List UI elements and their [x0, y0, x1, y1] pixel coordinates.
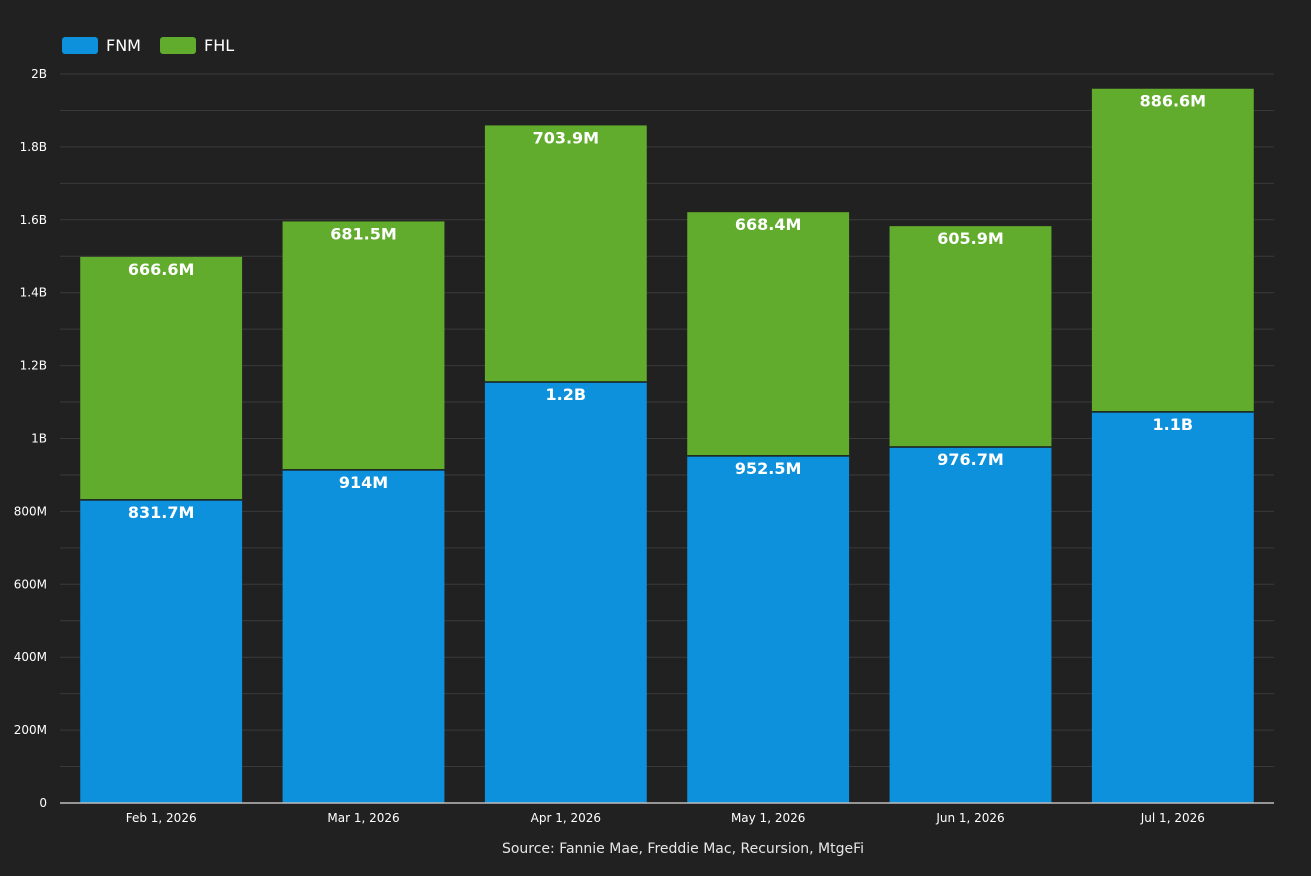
data-label-fnm: 976.7M — [937, 450, 1004, 469]
bar-fnm-3 — [687, 455, 850, 803]
data-label-fhl: 886.6M — [1140, 92, 1207, 111]
legend-label-fhl: FHL — [204, 36, 234, 55]
y-axis: 0 200M 400M 600M 800M 1B 1.2B 1.4B 1.6B 1.8B 2B — [14, 67, 47, 810]
bar-fhl-5 — [1091, 88, 1254, 412]
data-label-fhl: 666.6M — [128, 260, 195, 279]
gridlines — [60, 73, 1274, 768]
x-tick-label: Jun 1, 2026 — [935, 811, 1004, 825]
data-label-fhl: 605.9M — [937, 229, 1004, 248]
data-label-fhl: 681.5M — [330, 224, 397, 243]
bar-fhl-1 — [282, 221, 445, 470]
y-tick-label: 600M — [14, 577, 47, 591]
y-tick-label: 800M — [14, 504, 47, 518]
y-tick-label: 1.4B — [20, 286, 47, 300]
data-label-fnm: 831.7M — [128, 503, 195, 522]
source-note: Source: Fannie Mae, Freddie Mac, Recursi… — [502, 841, 864, 857]
bar-fnm-0 — [80, 499, 243, 803]
x-tick-label: Jul 1, 2026 — [1140, 811, 1205, 825]
bar-fhl-2 — [484, 125, 647, 383]
x-tick-label: Mar 1, 2026 — [327, 811, 399, 825]
x-tick-label: May 1, 2026 — [731, 811, 805, 825]
bar-fnm-1 — [282, 469, 445, 803]
legend-swatch-fnm — [62, 37, 98, 54]
bar-fnm-5 — [1091, 411, 1254, 803]
y-tick-label: 1.2B — [20, 359, 47, 373]
x-tick-label: Apr 1, 2026 — [531, 811, 601, 825]
bar-fhl-3 — [687, 212, 850, 456]
y-tick-label: 1.8B — [20, 140, 47, 154]
x-axis: Feb 1, 2026 Mar 1, 2026 Apr 1, 2026 May 1, … — [60, 802, 1274, 825]
y-tick-label: 2B — [31, 67, 47, 81]
y-tick-label: 200M — [14, 723, 47, 737]
bar-fhl-4 — [889, 226, 1052, 447]
bars — [80, 88, 1254, 803]
y-tick-label: 1.6B — [20, 213, 47, 227]
bar-fnm-4 — [889, 446, 1052, 803]
y-tick-label: 0 — [39, 796, 47, 810]
y-tick-label: 1B — [31, 432, 47, 446]
bar-fnm-2 — [484, 382, 647, 803]
y-tick-label: 400M — [14, 650, 47, 664]
legend: FNM FHL — [62, 36, 234, 55]
legend-swatch-fhl — [160, 37, 196, 54]
data-label-fnm: 914M — [339, 473, 388, 492]
data-label-fhl: 668.4M — [735, 215, 802, 234]
data-labels: 831.7M 666.6M 914M 681.5M 1.2B 703.9M 952.5M 66… — [128, 92, 1206, 522]
data-label-fnm: 1.2B — [546, 385, 587, 404]
data-label-fnm: 952.5M — [735, 459, 802, 478]
data-label-fhl: 703.9M — [533, 128, 600, 147]
legend-label-fnm: FNM — [106, 36, 141, 55]
data-label-fnm: 1.1B — [1153, 415, 1194, 434]
bar-fhl-0 — [80, 256, 243, 500]
x-tick-label: Feb 1, 2026 — [126, 811, 197, 825]
